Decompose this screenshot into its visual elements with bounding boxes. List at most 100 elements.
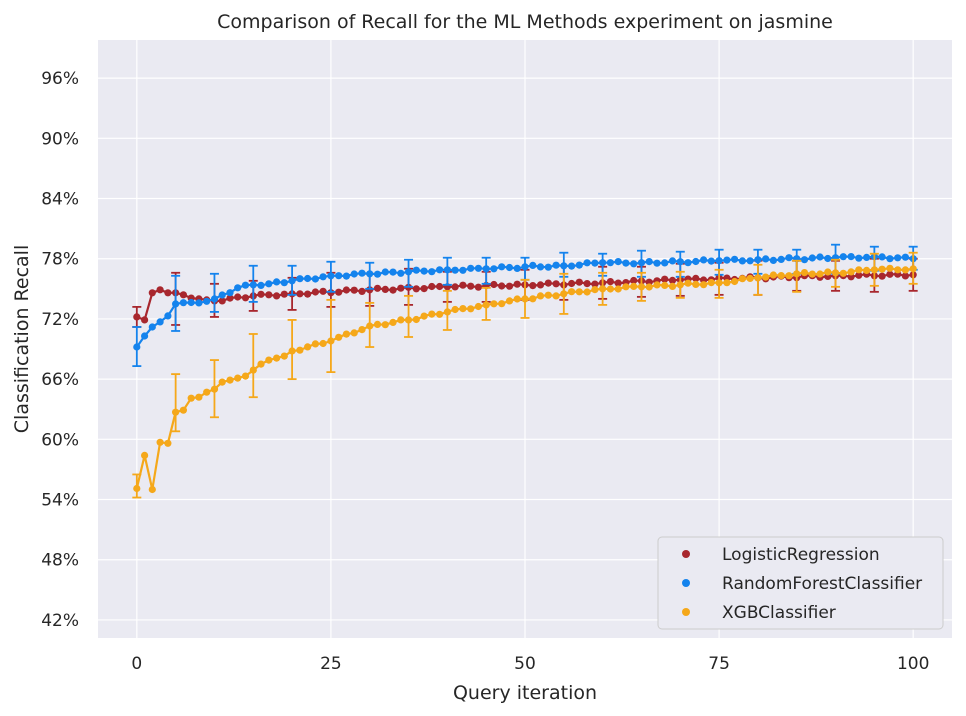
data-point [568,288,576,296]
data-point [839,269,847,277]
data-point [498,263,506,271]
data-point [793,270,801,278]
data-point [234,374,242,382]
series-layer [132,243,918,499]
data-point [249,281,257,289]
data-point [265,291,273,299]
data-point [754,274,762,282]
data-point [389,286,397,294]
data-point [467,282,475,290]
data-point [529,295,537,303]
data-point [133,313,141,321]
data-point [226,294,234,302]
data-point [762,255,770,263]
data-point [459,281,467,289]
data-point [404,316,413,324]
x-tick-label: 100 [897,654,929,674]
data-point [490,280,498,289]
data-point [381,285,389,293]
data-point [358,287,366,295]
data-point [319,339,327,348]
data-point [707,279,715,287]
data-point [668,282,677,290]
data-point [668,257,677,265]
data-point [746,274,754,282]
data-point [901,272,910,280]
data-point [296,275,304,283]
y-tick-label: 90% [41,129,79,149]
data-point [521,295,529,303]
data-point [552,280,560,288]
data-point [350,286,358,294]
data-point [335,288,343,296]
data-point [218,378,226,386]
data-point [855,271,863,279]
data-point [661,259,669,267]
data-point [148,485,156,494]
data-point [754,256,762,264]
data-point [762,273,770,281]
data-point [234,284,242,292]
data-point [443,308,451,316]
data-point [521,263,529,271]
data-point [661,275,669,283]
data-point [459,266,467,274]
x-tick-label: 0 [131,654,142,674]
data-point [777,272,785,280]
data-point [257,360,265,368]
data-point [428,282,436,291]
data-point [141,451,149,459]
data-point [311,275,319,283]
data-point [467,264,475,272]
data-point [808,270,816,278]
data-point [366,322,374,330]
data-point [863,266,871,274]
data-point [226,289,234,297]
data-point [575,278,583,286]
data-point [366,270,374,278]
data-point [358,326,366,334]
y-tick-label: 96% [41,69,79,89]
data-point [692,274,700,282]
x-tick-label: 50 [514,654,536,674]
data-point [583,280,591,288]
data-point [195,299,203,307]
data-point [637,259,646,267]
data-point [653,281,661,289]
series-xgbclassifier [132,251,918,499]
data-point [436,310,444,318]
data-point [715,279,723,287]
data-point [560,262,568,270]
data-point [304,290,312,298]
data-point [133,343,141,351]
data-point [529,261,537,269]
data-point [622,283,630,291]
data-point [141,332,149,340]
data-point [304,343,312,351]
data-point [909,265,917,273]
data-point [490,265,498,273]
data-point [746,257,754,265]
data-point [381,321,389,329]
data-point [886,255,894,263]
data-point [350,270,358,278]
data-point [630,260,638,268]
data-point [179,291,187,299]
data-point [358,269,366,277]
data-point [630,282,638,290]
data-point [218,297,226,305]
data-point [505,297,514,305]
data-point [544,291,552,299]
data-point [420,312,428,320]
data-point [451,305,459,314]
data-point [451,266,459,274]
data-point [319,287,327,295]
data-point [156,286,164,294]
data-point [847,268,855,276]
data-point [187,298,195,307]
x-axis-label: Query iteration [453,682,597,704]
data-point [203,297,211,305]
data-point [847,253,855,261]
data-point [179,299,187,307]
